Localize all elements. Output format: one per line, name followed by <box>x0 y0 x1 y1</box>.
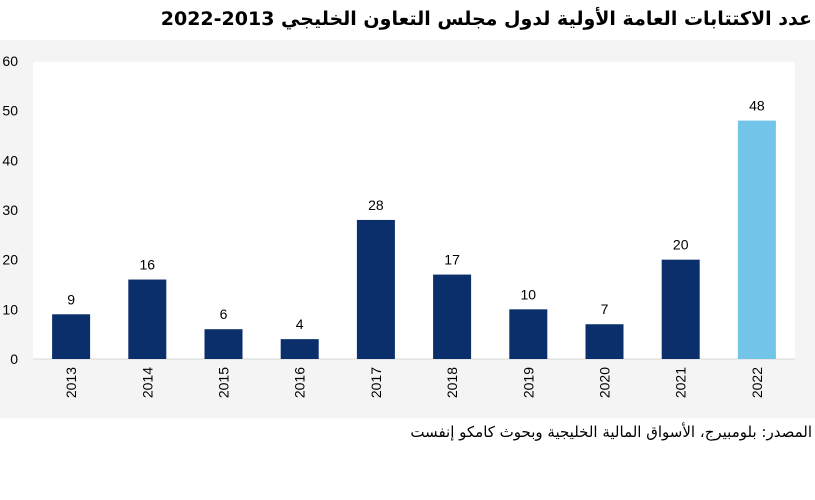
data-label: 4 <box>296 316 304 332</box>
bar-2015 <box>204 329 243 359</box>
y-tick-label: 20 <box>2 252 18 268</box>
source-note: المصدر: بلومبيرج، الأسواق المالية الخليج… <box>410 423 812 441</box>
bar-2020 <box>585 324 624 359</box>
bar-2022 <box>737 120 776 359</box>
x-tick-label: 2018 <box>444 367 460 398</box>
x-tick-label: 2014 <box>139 367 155 398</box>
x-tick-label: 2021 <box>673 367 689 398</box>
data-label: 48 <box>749 98 765 114</box>
x-tick-label: 2019 <box>520 367 536 398</box>
data-label: 9 <box>67 291 75 307</box>
x-tick-label: 2020 <box>597 367 613 398</box>
data-label: 16 <box>140 257 156 273</box>
y-tick-label: 0 <box>10 351 18 367</box>
y-tick-label: 30 <box>2 202 18 218</box>
data-label: 6 <box>220 306 228 322</box>
y-tick-label: 10 <box>2 301 18 317</box>
bar-2018 <box>433 274 472 359</box>
data-label: 20 <box>673 237 689 253</box>
data-label: 10 <box>521 286 537 302</box>
x-tick-label: 2013 <box>63 367 79 398</box>
bar-2014 <box>128 279 167 359</box>
bar-2021 <box>661 259 700 359</box>
y-tick-label: 40 <box>2 152 18 168</box>
x-tick-label: 2016 <box>292 367 308 398</box>
chart-title: عدد الاكتتابات العامة الأولية لدول مجلس … <box>160 8 812 30</box>
bar-2013 <box>52 314 91 359</box>
data-label: 7 <box>601 301 609 317</box>
bar-2016 <box>280 339 319 359</box>
x-tick-label: 2022 <box>749 367 765 398</box>
data-label: 28 <box>368 197 384 213</box>
y-tick-label: 50 <box>2 103 18 119</box>
bar-2017 <box>356 219 395 359</box>
bar-2019 <box>509 309 548 359</box>
x-tick-label: 2015 <box>216 367 232 398</box>
x-tick-label: 2017 <box>368 367 384 398</box>
data-label: 17 <box>444 252 460 268</box>
y-tick-label: 60 <box>2 53 18 69</box>
